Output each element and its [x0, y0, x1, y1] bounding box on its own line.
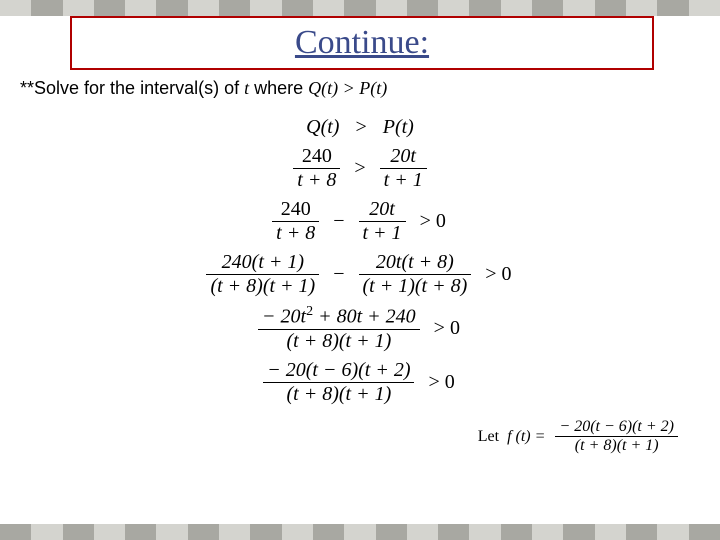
l5-den: (t + 8)(t + 1) [258, 329, 420, 353]
prompt-inequality: Q(t) > P(t) [308, 78, 387, 98]
math-line-2: 240 t + 8 > 20t t + 1 [0, 145, 720, 192]
l3-b-frac: 20t t + 1 [359, 198, 406, 245]
side-note: Let f (t) = − 20(t − 6)(t + 2) (t + 8)(t… [478, 418, 680, 455]
title-text: Continue: [295, 24, 429, 62]
l2-right-den: t + 1 [380, 168, 427, 192]
l4-b-den: (t + 1)(t + 8) [359, 274, 472, 298]
l5-num-b: + 80t + 240 [313, 306, 416, 328]
note-num: − 20(t − 6)(t + 2) [555, 418, 678, 436]
note-let: Let [478, 428, 499, 446]
l2-left-num: 240 [293, 145, 340, 168]
math-line-6: − 20(t − 6)(t + 2) (t + 8)(t + 1) > 0 [0, 359, 720, 406]
l4-b-num: 20t(t + 8) [359, 251, 472, 274]
prompt-mid: where [249, 78, 308, 98]
l3-a-num: 240 [272, 198, 319, 221]
note-frac: − 20(t − 6)(t + 2) (t + 8)(t + 1) [555, 418, 678, 455]
math-line-4: 240(t + 1) (t + 8)(t + 1) − 20t(t + 8) (… [0, 251, 720, 298]
l2-left-frac: 240 t + 8 [293, 145, 340, 192]
l5-rel: > 0 [434, 317, 460, 340]
l3-minus: − [333, 210, 344, 233]
note-fn: f (t) = [507, 428, 545, 446]
l4-a-num: 240(t + 1) [206, 251, 319, 274]
l2-right-num: 20t [380, 145, 427, 168]
l1-left: Q(t) [306, 116, 339, 139]
math-line-3: 240 t + 8 − 20t t + 1 > 0 [0, 198, 720, 245]
l4-minus: − [333, 263, 344, 286]
title-box: Continue: [70, 16, 654, 70]
checker-bottom [0, 524, 720, 540]
l1-right: P(t) [383, 116, 414, 139]
l4-a-frac: 240(t + 1) (t + 8)(t + 1) [206, 251, 319, 298]
l2-rel: > [354, 157, 365, 180]
l6-frac: − 20(t − 6)(t + 2) (t + 8)(t + 1) [263, 359, 414, 406]
l4-b-frac: 20t(t + 8) (t + 1)(t + 8) [359, 251, 472, 298]
l5-frac: − 20t2 + 80t + 240 (t + 8)(t + 1) [258, 304, 420, 353]
l6-rel: > 0 [428, 371, 454, 394]
math-line-1: Q(t) > P(t) [0, 116, 720, 139]
prompt-line: **Solve for the interval(s) of t where Q… [20, 78, 387, 99]
prompt-prefix: **Solve for the interval(s) of [20, 78, 244, 98]
math-line-5: − 20t2 + 80t + 240 (t + 8)(t + 1) > 0 [0, 304, 720, 353]
l3-a-frac: 240 t + 8 [272, 198, 319, 245]
l3-b-den: t + 1 [359, 221, 406, 245]
l3-b-num: 20t [359, 198, 406, 221]
l5-num-a: − 20t [262, 306, 306, 328]
l1-rel: > [355, 116, 366, 139]
l6-num: − 20(t − 6)(t + 2) [263, 359, 414, 382]
l3-rel: > 0 [420, 210, 446, 233]
l6-den: (t + 8)(t + 1) [263, 382, 414, 406]
l4-rel: > 0 [485, 263, 511, 286]
math-derivation: Q(t) > P(t) 240 t + 8 > 20t t + 1 240 t … [0, 110, 720, 412]
l2-right-frac: 20t t + 1 [380, 145, 427, 192]
note-den: (t + 8)(t + 1) [555, 436, 678, 455]
l5-num: − 20t2 + 80t + 240 [258, 304, 420, 329]
checker-top [0, 0, 720, 16]
l2-left-den: t + 8 [293, 168, 340, 192]
l4-a-den: (t + 8)(t + 1) [206, 274, 319, 298]
l3-a-den: t + 8 [272, 221, 319, 245]
